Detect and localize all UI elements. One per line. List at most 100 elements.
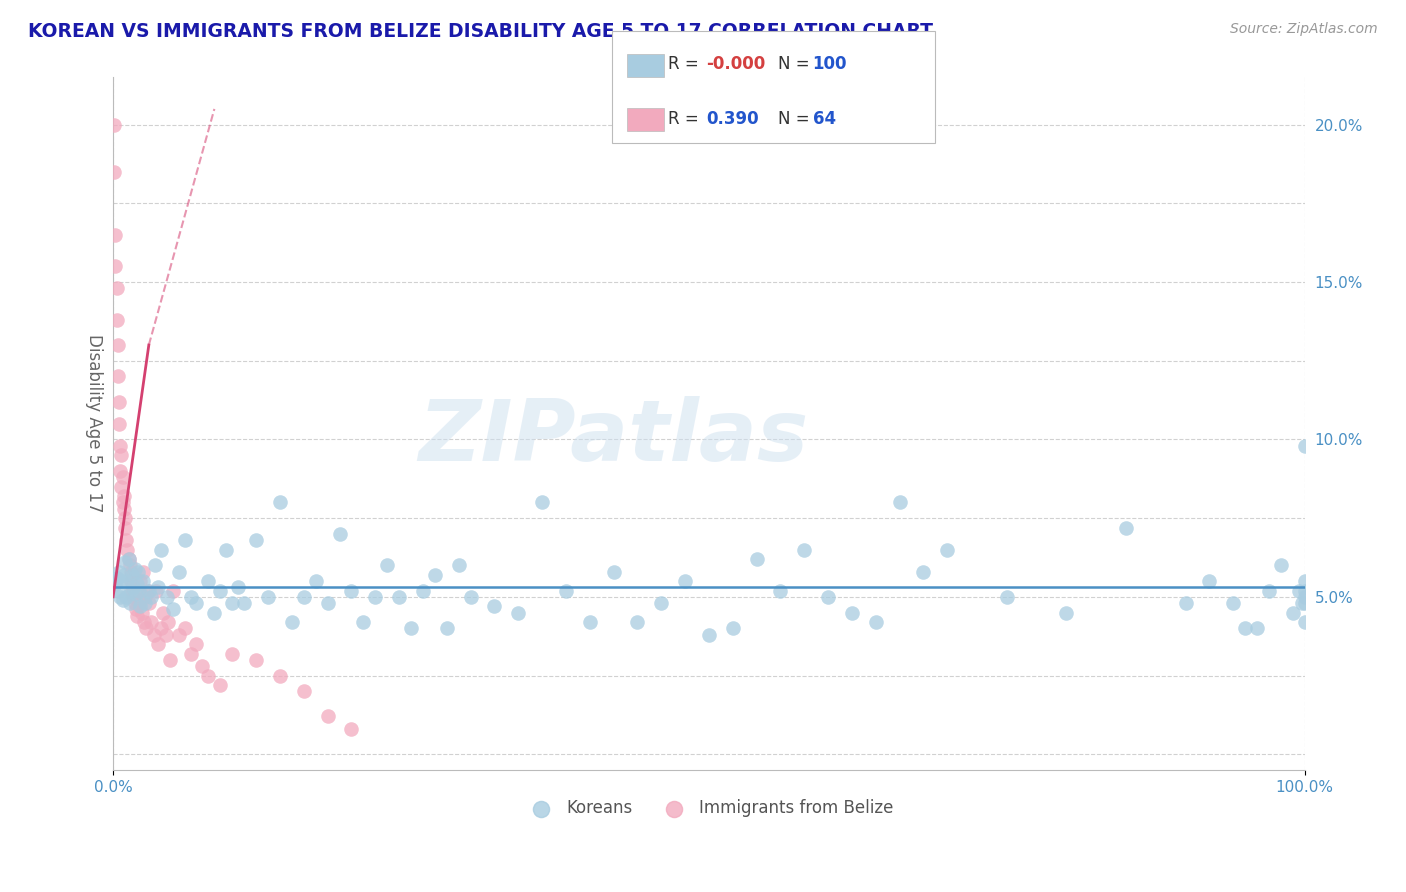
Text: 100: 100 bbox=[813, 55, 848, 73]
Point bbox=[138, 583, 160, 598]
Text: ZIPatlas: ZIPatlas bbox=[419, 396, 808, 479]
Point bbox=[269, 668, 291, 682]
Point bbox=[578, 615, 600, 629]
Point bbox=[143, 558, 166, 573]
Point bbox=[1174, 596, 1197, 610]
Point bbox=[269, 495, 291, 509]
Point bbox=[111, 593, 134, 607]
Point bbox=[136, 583, 159, 598]
Point bbox=[817, 590, 839, 604]
Point bbox=[436, 621, 458, 635]
Point bbox=[340, 722, 363, 736]
Text: 64: 64 bbox=[813, 110, 835, 128]
Text: -0.000: -0.000 bbox=[706, 55, 765, 73]
Point bbox=[124, 596, 146, 610]
Point bbox=[103, 165, 125, 179]
Point bbox=[745, 552, 768, 566]
Point bbox=[508, 606, 530, 620]
Point bbox=[122, 581, 145, 595]
Point bbox=[117, 574, 139, 588]
Point bbox=[128, 596, 150, 610]
Point bbox=[412, 583, 434, 598]
Point bbox=[1288, 583, 1310, 598]
Point bbox=[148, 637, 170, 651]
Point bbox=[167, 627, 190, 641]
Point bbox=[125, 587, 148, 601]
Point bbox=[221, 596, 243, 610]
Point bbox=[292, 684, 315, 698]
Point bbox=[1222, 596, 1244, 610]
Point bbox=[112, 501, 135, 516]
Point bbox=[1054, 606, 1077, 620]
Point bbox=[186, 637, 208, 651]
Text: KOREAN VS IMMIGRANTS FROM BELIZE DISABILITY AGE 5 TO 17 CORRELATION CHART: KOREAN VS IMMIGRANTS FROM BELIZE DISABIL… bbox=[28, 22, 934, 41]
Point bbox=[145, 583, 167, 598]
Point bbox=[114, 520, 136, 534]
Point bbox=[110, 480, 132, 494]
Point bbox=[1198, 574, 1220, 588]
Point bbox=[132, 615, 155, 629]
Point bbox=[180, 590, 202, 604]
Point bbox=[1294, 439, 1316, 453]
Point bbox=[108, 565, 131, 579]
Point bbox=[233, 596, 256, 610]
Point bbox=[447, 558, 470, 573]
Point bbox=[245, 653, 267, 667]
Point bbox=[162, 602, 184, 616]
Point bbox=[180, 647, 202, 661]
Point bbox=[114, 511, 136, 525]
Point bbox=[118, 558, 141, 573]
Point bbox=[769, 583, 792, 598]
Text: R =: R = bbox=[668, 55, 704, 73]
Point bbox=[721, 621, 744, 635]
Point bbox=[111, 495, 134, 509]
Point bbox=[104, 577, 127, 591]
Point bbox=[128, 583, 150, 598]
Point bbox=[104, 260, 127, 274]
Point bbox=[132, 574, 155, 588]
Point bbox=[555, 583, 578, 598]
Point bbox=[138, 596, 160, 610]
Point bbox=[602, 565, 624, 579]
Point bbox=[173, 533, 195, 548]
Point bbox=[841, 606, 863, 620]
Point bbox=[112, 567, 135, 582]
Point bbox=[125, 608, 148, 623]
Point bbox=[1270, 558, 1292, 573]
Point bbox=[340, 583, 363, 598]
Point bbox=[125, 577, 148, 591]
Point bbox=[197, 574, 219, 588]
Point bbox=[105, 313, 128, 327]
Point bbox=[115, 533, 138, 548]
Point bbox=[460, 590, 482, 604]
Point bbox=[209, 583, 232, 598]
Point bbox=[117, 552, 139, 566]
Point bbox=[352, 615, 374, 629]
Point bbox=[132, 565, 155, 579]
Point bbox=[120, 574, 142, 588]
Point bbox=[107, 338, 129, 352]
Point bbox=[149, 542, 172, 557]
Point bbox=[127, 565, 149, 579]
Text: 0.390: 0.390 bbox=[706, 110, 758, 128]
Point bbox=[115, 590, 138, 604]
Point bbox=[117, 542, 139, 557]
Text: N =: N = bbox=[778, 110, 814, 128]
Point bbox=[149, 621, 172, 635]
Point bbox=[105, 571, 128, 585]
Text: N =: N = bbox=[778, 55, 814, 73]
Point bbox=[110, 448, 132, 462]
Point bbox=[110, 439, 132, 453]
Point bbox=[1294, 583, 1316, 598]
Point bbox=[141, 590, 163, 604]
Point bbox=[912, 565, 935, 579]
Point bbox=[399, 621, 422, 635]
Point bbox=[105, 281, 128, 295]
Point bbox=[141, 615, 163, 629]
Point bbox=[995, 590, 1018, 604]
Point bbox=[209, 678, 232, 692]
Point bbox=[375, 558, 398, 573]
Point bbox=[134, 590, 156, 604]
Point bbox=[292, 590, 315, 604]
Point bbox=[121, 567, 143, 582]
